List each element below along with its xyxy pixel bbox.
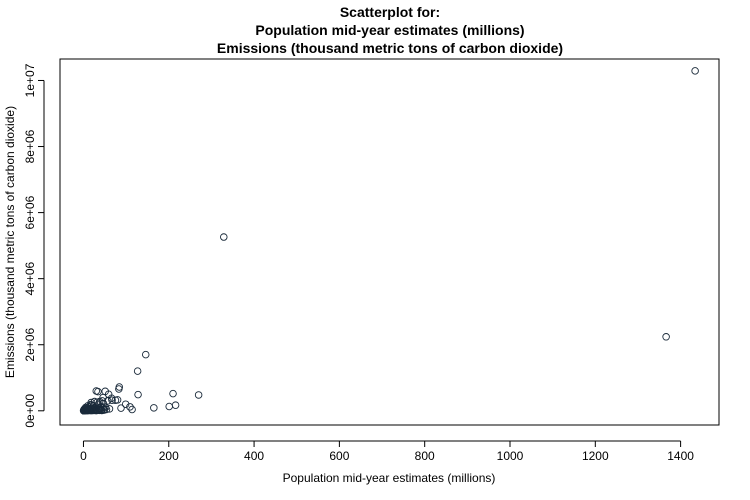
y-tick-label: 8e+06	[23, 129, 37, 163]
data-point	[105, 405, 114, 413]
y-tick-label: 0e+00	[23, 394, 37, 428]
data-point	[150, 404, 158, 412]
y-axis: 0e+00 2e+06 4e+06 6e+06 8e+06 1e+07	[23, 63, 45, 428]
data-point	[165, 402, 173, 411]
y-tick-label: 6e+06	[23, 195, 37, 229]
chart-title: Scatterplot for: Population mid-year est…	[60, 3, 720, 57]
data-point	[662, 333, 670, 341]
plot-area-frame	[59, 58, 720, 426]
y-tick-label: 4e+06	[23, 261, 37, 295]
chart-title-line-2: Population mid-year estimates (millions)	[255, 22, 525, 38]
data-point	[134, 390, 142, 399]
data-point	[133, 367, 142, 375]
data-point	[108, 396, 116, 404]
x-axis-title: Population mid-year estimates (millions)	[283, 471, 496, 485]
x-tick-label: 1200	[582, 449, 609, 463]
y-tick-label: 1e+07	[23, 63, 37, 97]
chart-title-line-3: Emissions (thousand metric tons of carbo…	[216, 40, 564, 56]
data-point	[92, 387, 101, 395]
data-point	[194, 391, 203, 399]
data-points	[79, 67, 699, 415]
data-point	[128, 405, 136, 414]
chart-title-line-1: Scatterplot for:	[339, 4, 441, 20]
data-point	[115, 385, 123, 393]
y-tick-label: 2e+06	[23, 328, 37, 362]
data-point	[691, 67, 699, 75]
data-point	[126, 403, 134, 411]
data-point	[96, 405, 104, 413]
data-point	[100, 405, 109, 414]
x-tick-label: 0	[80, 449, 87, 463]
data-point	[141, 350, 150, 359]
data-point	[111, 396, 120, 404]
x-tick-label: 200	[159, 449, 179, 463]
data-point	[169, 389, 177, 398]
x-tick-label: 1000	[497, 449, 524, 463]
x-tick-label: 1400	[667, 449, 694, 463]
data-point	[121, 400, 130, 408]
x-axis: 0 200 400 600 800 1000 1200 1400	[80, 440, 694, 463]
x-tick-label: 800	[415, 449, 435, 463]
data-point	[171, 401, 180, 409]
x-tick-label: 600	[329, 449, 349, 463]
data-point	[80, 406, 88, 415]
data-point	[104, 397, 112, 405]
x-tick-label: 400	[244, 449, 264, 463]
y-axis-title: Emissions (thousand metric tons of carbo…	[3, 106, 17, 378]
data-point	[117, 404, 125, 412]
data-point	[220, 233, 228, 241]
